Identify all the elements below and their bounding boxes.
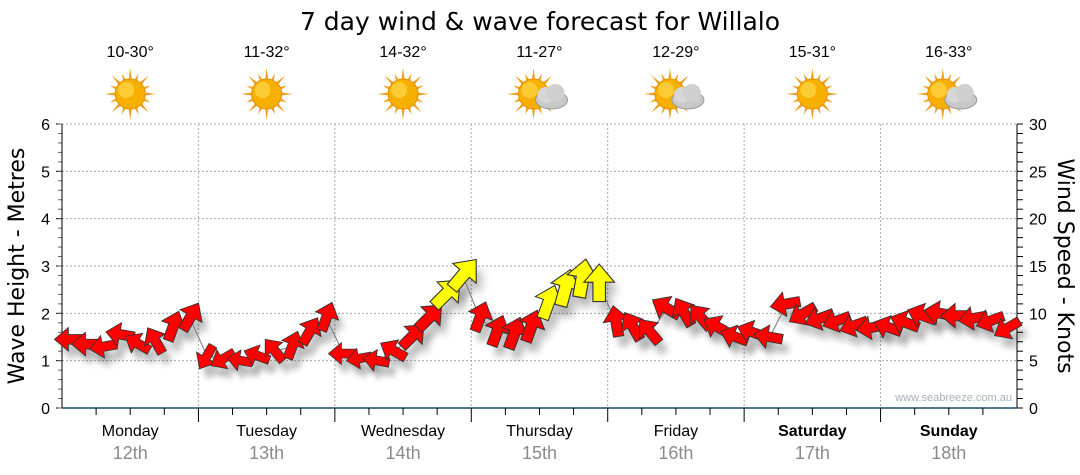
y2-tick-label: 25 [1029, 164, 1047, 181]
partly-cloudy-icon [643, 68, 705, 120]
wind-arrow-shadow [233, 360, 260, 381]
day-date: 16th [658, 443, 693, 463]
y-tick-label: 3 [41, 259, 50, 276]
wind-arrow [769, 291, 802, 318]
wind-arrow [582, 263, 616, 303]
wind-arrow [297, 317, 322, 347]
wind-arrow [243, 344, 272, 367]
day-date: 15th [522, 443, 557, 463]
y2-tick-label: 20 [1029, 212, 1047, 229]
day-name: Tuesday [236, 423, 297, 440]
y2-tick-label: 10 [1029, 306, 1047, 323]
y-tick-label: 5 [41, 164, 50, 181]
day-date: 13th [249, 443, 284, 463]
day-temp: 15-31° [789, 44, 836, 61]
y2-tick-label: 30 [1029, 117, 1047, 134]
y-tick-label: 0 [41, 401, 50, 418]
day-name: Wednesday [361, 423, 445, 440]
y-tick-label: 2 [41, 306, 50, 323]
day-temp: 14-32° [379, 44, 426, 61]
y2-tick-label: 5 [1029, 354, 1038, 371]
wind-arrow [362, 348, 391, 372]
y-tick-label: 6 [41, 117, 50, 134]
wind-arrow [467, 301, 494, 334]
wind-arrow [264, 338, 288, 365]
sun-icon [786, 68, 839, 120]
y2-tick-label: 0 [1029, 401, 1038, 418]
sun-icon [240, 68, 293, 120]
chart-title: 7 day wind & wave forecast for Willalo [300, 7, 780, 36]
day-name: Friday [654, 423, 698, 440]
wind-arrow [397, 324, 425, 352]
partly-cloudy-icon [916, 68, 978, 120]
y-axis-label: Wave Height - Metres [5, 148, 30, 385]
y-tick-label: 1 [41, 354, 50, 371]
day-date: 14th [386, 443, 421, 463]
wind-arrow [975, 309, 1006, 333]
wind-arrow [124, 332, 153, 355]
sun-icon [104, 68, 157, 120]
day-temp: 10-30° [107, 44, 154, 61]
day-name: Thursday [506, 423, 573, 440]
day-temp: 11-27° [516, 44, 562, 61]
day-name: Sunday [920, 423, 978, 440]
y-tick-label: 4 [41, 212, 50, 229]
y2-axis-label: Wind Speed - Knots [1052, 158, 1077, 373]
wind-arrow [639, 318, 664, 347]
wind-arrow [177, 302, 203, 334]
day-temp: 11-32° [244, 44, 290, 61]
wind-arrow [822, 309, 853, 333]
day-temp: 16-33° [925, 44, 972, 61]
day-date: 17th [795, 443, 830, 463]
wind-arrow-shadow [404, 334, 430, 361]
day-date: 18th [931, 443, 966, 463]
wind-arrow [143, 327, 167, 356]
day-date: 12th [113, 443, 148, 463]
wind-arrow [380, 339, 409, 363]
watermark: www.seabreeze.com.au [894, 392, 1012, 404]
wind-arrow [889, 309, 921, 335]
wind-arrow [280, 330, 305, 361]
wind-arrow [413, 304, 443, 334]
wind-arrow [719, 324, 750, 349]
day-name: Saturday [778, 423, 847, 440]
wind-arrow [517, 309, 546, 344]
wind-arrow [314, 301, 340, 333]
day-name: Monday [102, 423, 159, 440]
partly-cloudy-icon [507, 68, 568, 120]
y2-tick-label: 15 [1029, 259, 1047, 276]
wind-arrow [993, 316, 1023, 340]
wind-arrow-shadow [420, 315, 448, 343]
wind-arrow [210, 347, 238, 370]
day-temp: 12-29° [652, 44, 699, 61]
wind-arrow [446, 258, 477, 294]
wind-arrow [753, 324, 784, 350]
sun-icon [377, 68, 430, 120]
